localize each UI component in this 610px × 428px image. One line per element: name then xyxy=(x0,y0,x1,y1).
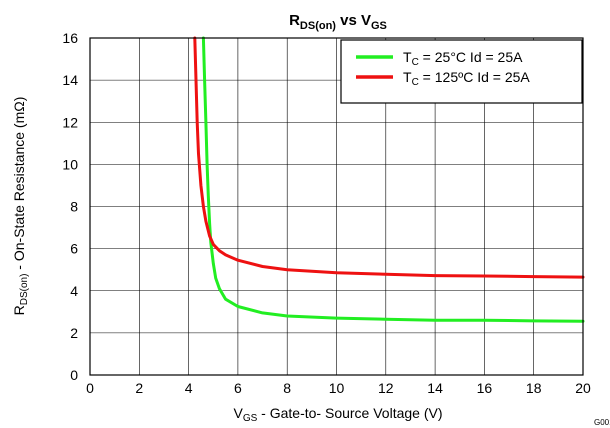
x-tick-label: 14 xyxy=(427,380,443,396)
x-tick-label: 12 xyxy=(378,380,394,396)
y-tick-label: 6 xyxy=(70,241,78,257)
plot-frame xyxy=(89,37,584,376)
figure-id: G001 xyxy=(594,418,610,427)
x-tick-label: 10 xyxy=(329,380,345,396)
x-tick-label: 18 xyxy=(526,380,542,396)
series-lines xyxy=(193,36,585,323)
series-line-2 xyxy=(193,36,585,279)
x-tick-label: 8 xyxy=(283,380,291,396)
series-line-1 xyxy=(201,36,585,323)
x-tick-label: 0 xyxy=(86,380,94,396)
chart-title: RDS(on) vs VGS xyxy=(289,12,387,32)
y-tick-label: 8 xyxy=(70,199,78,215)
y-tick-label: 10 xyxy=(62,156,78,172)
y-tick-label: 4 xyxy=(70,283,78,299)
legend-box xyxy=(340,39,583,104)
x-axis-label: VGS - Gate-to- Source Voltage (V) xyxy=(234,405,443,424)
y-tick-label: 16 xyxy=(62,30,78,46)
y-axis-ticks: 0 2 4 6 8 10 12 14 16 xyxy=(62,30,78,383)
y-axis-label: RDS(on) - On-State Resistance (mΩ) xyxy=(11,97,30,316)
x-axis-ticks: 0 2 4 6 8 10 12 14 16 18 20 xyxy=(86,380,591,396)
x-tick-label: 6 xyxy=(234,380,242,396)
legend-label-1: TC = 25°C Id = 25A xyxy=(403,49,523,68)
x-tick-label: 20 xyxy=(575,380,591,396)
x-tick-label: 2 xyxy=(135,380,143,396)
x-tick-label: 16 xyxy=(477,380,493,396)
legend-label-2: TC = 125ºC Id = 25A xyxy=(403,69,530,88)
y-tick-label: 14 xyxy=(62,72,78,88)
y-tick-label: 12 xyxy=(62,114,78,130)
y-tick-label: 2 xyxy=(70,325,78,341)
y-tick-label: 0 xyxy=(70,367,78,383)
x-tick-label: 4 xyxy=(185,380,193,396)
